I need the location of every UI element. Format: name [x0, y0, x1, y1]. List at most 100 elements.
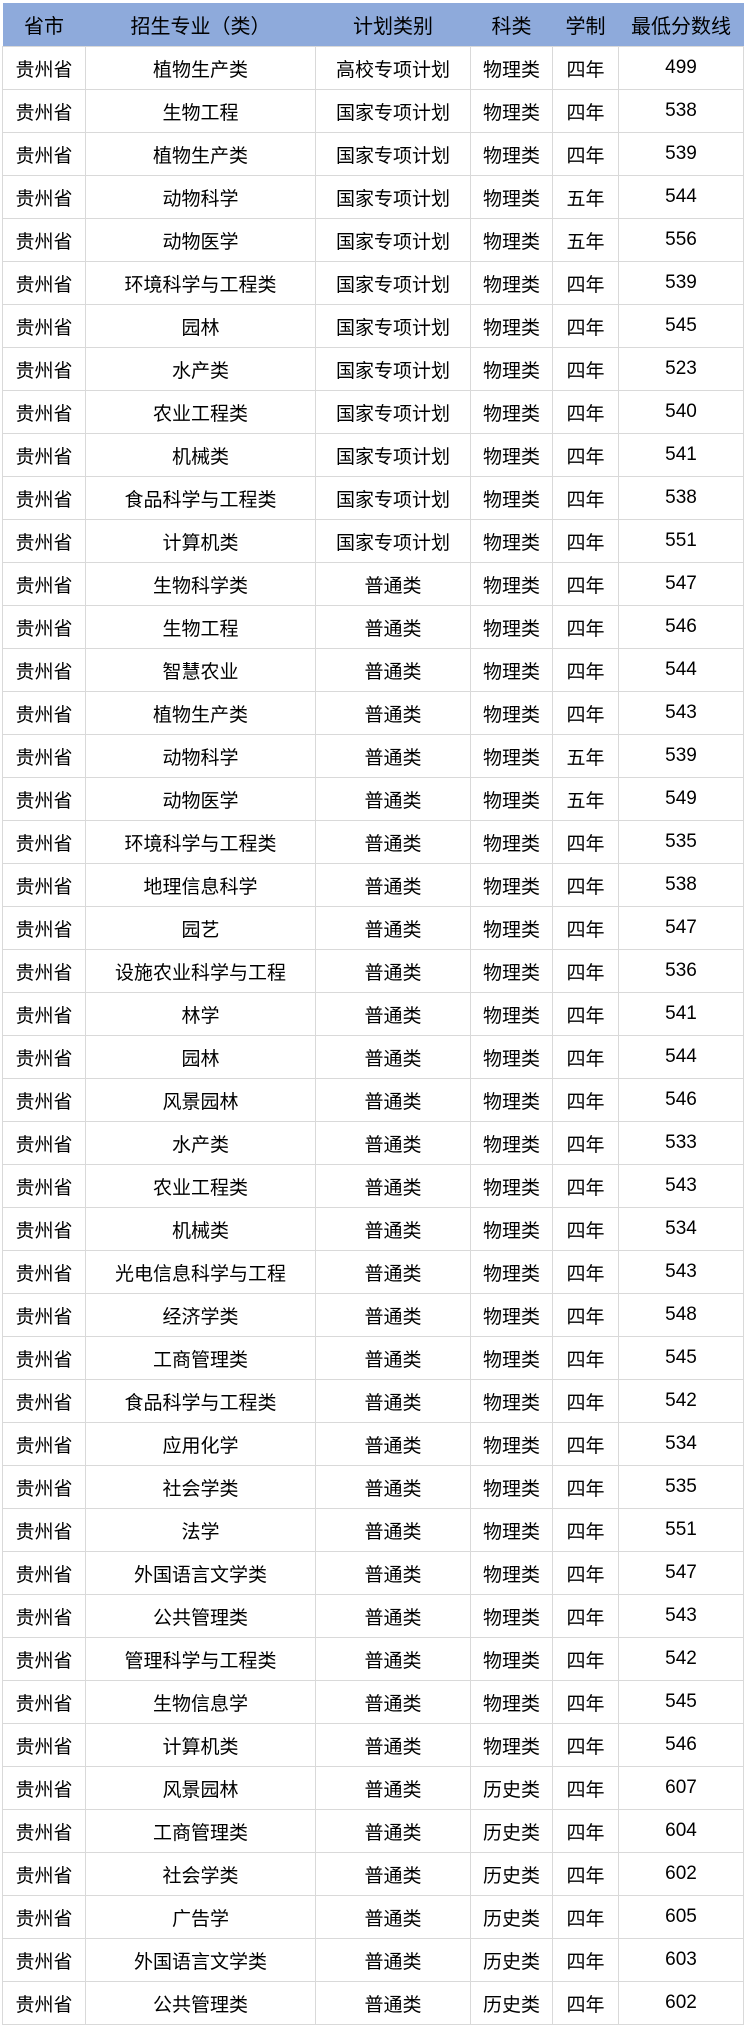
cell-major: 动物科学	[85, 175, 316, 219]
cell-duration: 四年	[552, 1895, 619, 1939]
cell-duration: 四年	[552, 949, 619, 993]
cell-major: 植物生产类	[85, 132, 316, 176]
cell-plan-type: 普通类	[315, 1293, 471, 1337]
cell-plan-type: 普通类	[315, 1723, 471, 1767]
cell-subject-type: 物理类	[470, 1078, 553, 1122]
cell-major: 生物工程	[85, 89, 316, 133]
cell-duration: 四年	[552, 519, 619, 563]
cell-major: 林学	[85, 992, 316, 1036]
cell-duration: 四年	[552, 1680, 619, 1724]
cell-plan-type: 普通类	[315, 1680, 471, 1724]
cell-duration: 四年	[552, 132, 619, 176]
cell-major: 公共管理类	[85, 1594, 316, 1638]
cell-subject-type: 历史类	[470, 1938, 553, 1982]
cell-min-score: 539	[618, 734, 744, 778]
cell-subject-type: 物理类	[470, 175, 553, 219]
cell-major: 动物医学	[85, 777, 316, 821]
cell-subject-type: 物理类	[470, 992, 553, 1036]
cell-plan-type: 普通类	[315, 777, 471, 821]
cell-plan-type: 普通类	[315, 863, 471, 907]
header-cell-major: 招生专业（类）	[85, 3, 316, 47]
cell-min-score: 551	[618, 519, 744, 563]
cell-duration: 四年	[552, 1336, 619, 1380]
cell-min-score: 499	[618, 46, 744, 90]
cell-duration: 五年	[552, 175, 619, 219]
cell-duration: 四年	[552, 1465, 619, 1509]
cell-province: 贵州省	[2, 89, 86, 133]
cell-plan-type: 普通类	[315, 1508, 471, 1552]
table-row: 贵州省 经济学类 普通类 物理类 四年 548	[2, 1293, 744, 1337]
cell-min-score: 542	[618, 1637, 744, 1681]
cell-plan-type: 普通类	[315, 1207, 471, 1251]
cell-province: 贵州省	[2, 304, 86, 348]
cell-subject-type: 物理类	[470, 777, 553, 821]
cell-min-score: 607	[618, 1766, 744, 1810]
cell-min-score: 541	[618, 433, 744, 477]
cell-min-score: 548	[618, 1293, 744, 1337]
table-row: 贵州省 食品科学与工程类 普通类 物理类 四年 542	[2, 1379, 744, 1423]
cell-major: 工商管理类	[85, 1336, 316, 1380]
cell-major: 水产类	[85, 1121, 316, 1165]
cell-plan-type: 普通类	[315, 1465, 471, 1509]
cell-min-score: 542	[618, 1379, 744, 1423]
cell-min-score: 605	[618, 1895, 744, 1939]
cell-province: 贵州省	[2, 1766, 86, 1810]
cell-major: 农业工程类	[85, 1164, 316, 1208]
table-row: 贵州省 工商管理类 普通类 物理类 四年 545	[2, 1336, 744, 1380]
cell-plan-type: 普通类	[315, 1852, 471, 1896]
cell-subject-type: 物理类	[470, 433, 553, 477]
table-body: 贵州省 植物生产类 高校专项计划 物理类 四年 499 贵州省 生物工程 国家专项计划 物理类 四年…	[2, 46, 744, 2025]
cell-min-score: 546	[618, 1078, 744, 1122]
cell-plan-type: 国家专项计划	[315, 218, 471, 262]
table-row: 贵州省 风景园林 普通类 历史类 四年 607	[2, 1766, 744, 1810]
cell-duration: 五年	[552, 218, 619, 262]
cell-min-score: 603	[618, 1938, 744, 1982]
cell-min-score: 534	[618, 1422, 744, 1466]
cell-subject-type: 物理类	[470, 1594, 553, 1638]
table-row: 贵州省 食品科学与工程类 国家专项计划 物理类 四年 538	[2, 476, 744, 520]
cell-province: 贵州省	[2, 605, 86, 649]
cell-min-score: 536	[618, 949, 744, 993]
cell-subject-type: 物理类	[470, 304, 553, 348]
cell-duration: 四年	[552, 1250, 619, 1294]
table-row: 贵州省 动物医学 国家专项计划 物理类 五年 556	[2, 218, 744, 262]
table-row: 贵州省 地理信息科学 普通类 物理类 四年 538	[2, 863, 744, 907]
cell-subject-type: 物理类	[470, 1164, 553, 1208]
cell-min-score: 546	[618, 605, 744, 649]
cell-plan-type: 国家专项计划	[315, 519, 471, 563]
cell-min-score: 539	[618, 261, 744, 305]
header-cell-duration: 学制	[552, 3, 619, 47]
cell-min-score: 546	[618, 1723, 744, 1767]
cell-province: 贵州省	[2, 1078, 86, 1122]
cell-min-score: 544	[618, 1035, 744, 1079]
cell-subject-type: 物理类	[470, 562, 553, 606]
table-row: 贵州省 水产类 国家专项计划 物理类 四年 523	[2, 347, 744, 391]
cell-major: 管理科学与工程类	[85, 1637, 316, 1681]
cell-duration: 四年	[552, 261, 619, 305]
cell-subject-type: 物理类	[470, 691, 553, 735]
cell-plan-type: 普通类	[315, 949, 471, 993]
cell-min-score: 540	[618, 390, 744, 434]
cell-min-score: 523	[618, 347, 744, 391]
table-row: 贵州省 生物工程 国家专项计划 物理类 四年 538	[2, 89, 744, 133]
cell-major: 农业工程类	[85, 390, 316, 434]
cell-duration: 四年	[552, 1078, 619, 1122]
cell-subject-type: 物理类	[470, 734, 553, 778]
cell-plan-type: 国家专项计划	[315, 390, 471, 434]
cell-plan-type: 普通类	[315, 1078, 471, 1122]
cell-duration: 四年	[552, 390, 619, 434]
cell-major: 动物医学	[85, 218, 316, 262]
cell-duration: 四年	[552, 1121, 619, 1165]
cell-province: 贵州省	[2, 1293, 86, 1337]
cell-province: 贵州省	[2, 1594, 86, 1638]
cell-min-score: 602	[618, 1852, 744, 1896]
cell-subject-type: 物理类	[470, 132, 553, 176]
cell-plan-type: 普通类	[315, 605, 471, 649]
cell-duration: 四年	[552, 1035, 619, 1079]
table-row: 贵州省 园艺 普通类 物理类 四年 547	[2, 906, 744, 950]
cell-min-score: 543	[618, 1250, 744, 1294]
cell-plan-type: 国家专项计划	[315, 433, 471, 477]
cell-province: 贵州省	[2, 1680, 86, 1724]
table-row: 贵州省 林学 普通类 物理类 四年 541	[2, 992, 744, 1036]
cell-subject-type: 物理类	[470, 1422, 553, 1466]
